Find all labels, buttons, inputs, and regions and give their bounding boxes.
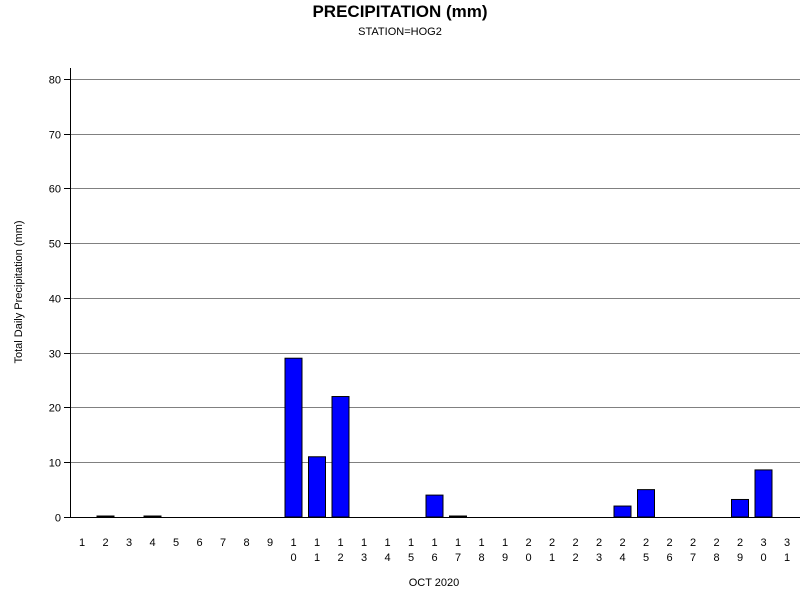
bar-day-10 [284,357,303,518]
bar-day-16 [425,494,444,518]
bar-day-30 [754,469,773,518]
bar-day-25 [637,489,655,518]
x-tick-label: 5 [173,537,179,549]
bar-day-24 [613,505,632,518]
x-tick-label: 4 [149,537,155,549]
y-tick-label: 80 [49,75,61,87]
x-tick-label: 7 [220,537,226,549]
grid-lines [70,79,800,463]
x-tick-label: 3 [126,537,132,549]
x-tick-label: 6 [196,537,202,549]
x-tick-label: 9 [267,537,273,549]
bar-day-29 [731,498,749,518]
bar-day-2 [96,515,115,518]
bar-day-4 [143,515,162,518]
y-tick-label: 10 [49,458,61,470]
bars [96,357,773,518]
y-tick-label: 20 [49,403,61,415]
bar-day-12 [331,396,350,518]
x-axis-label: OCT 2020 [409,577,460,589]
y-axis-label: Total Daily Precipitation (mm) [13,220,25,363]
y-tick-labels: 0 10 20 30 40 50 60 70 80 [49,75,61,525]
y-tick-label: 0 [55,513,61,525]
y-tick-label: 50 [49,239,61,251]
y-tick-label: 40 [49,294,61,306]
x-tick-label: 8 [243,537,249,549]
axes [64,68,800,518]
x-tick-labels: 1 2 3 4 5 6 7 8 9 1 01 11 21 31 41 51 61 71 81 92 02 12 22 32 42… [79,537,790,564]
bar-day-17 [449,515,467,518]
chart-subtitle: STATION=HOG2 [358,26,442,38]
y-tick-label: 70 [49,130,61,142]
bar-day-11 [308,456,326,518]
y-tick-label: 30 [49,349,61,361]
x-tick-label: 2 [102,537,108,549]
chart-title: PRECIPITATION (mm) [312,2,487,21]
x-tick-label: 1 [79,537,85,549]
y-tick-label: 60 [49,184,61,196]
